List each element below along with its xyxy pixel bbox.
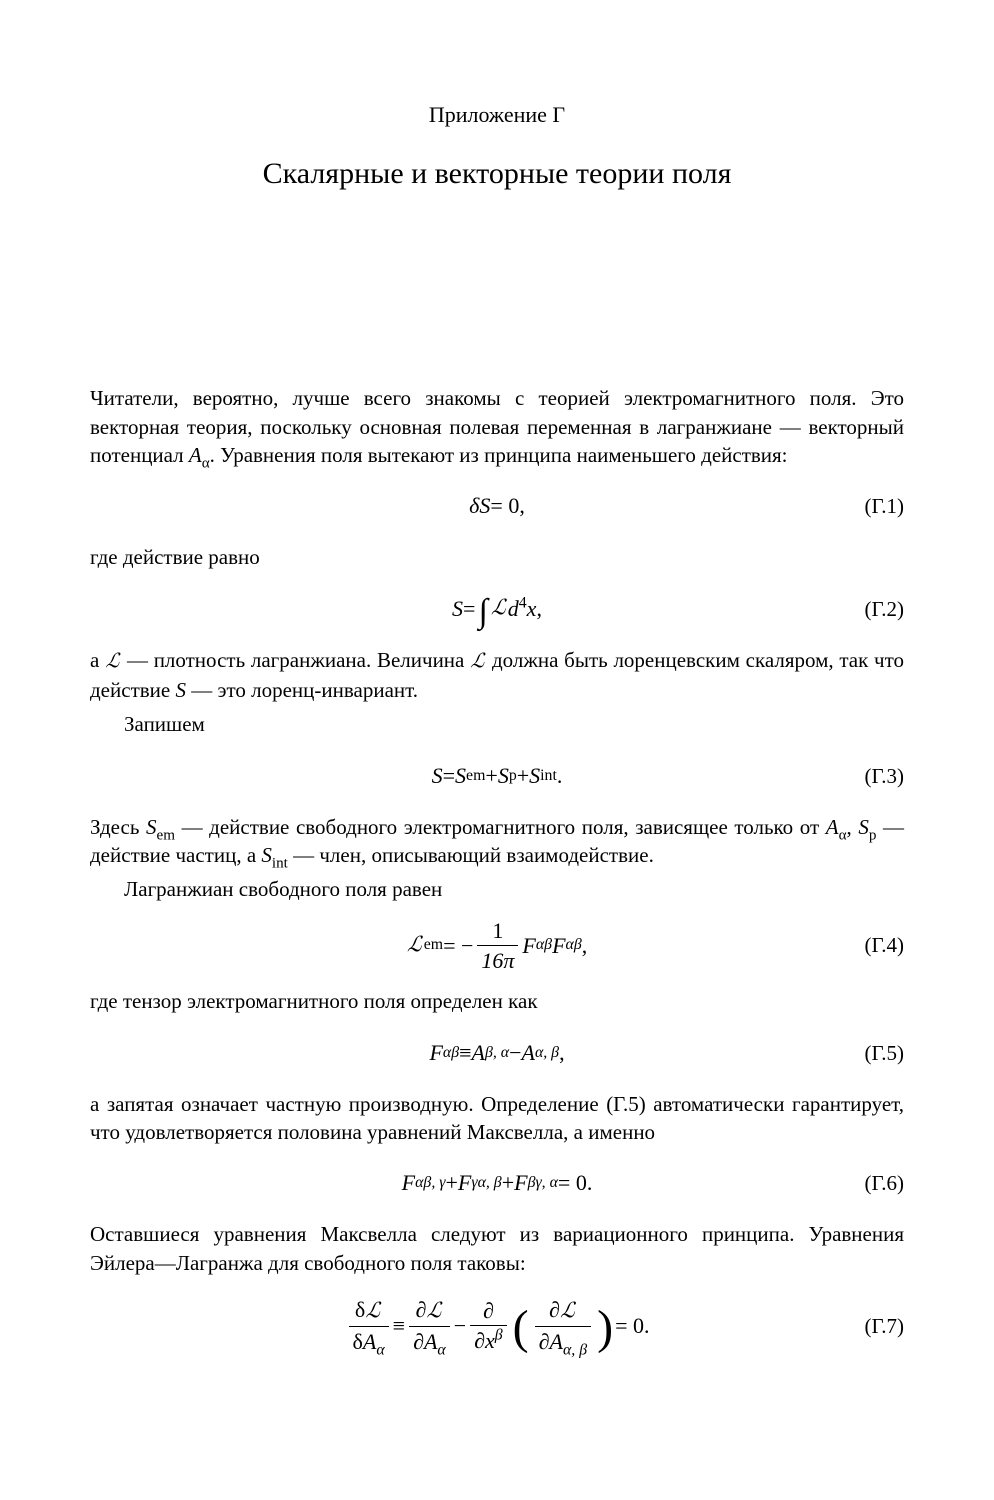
- paragraph-4b: Лагранжиан свободного поля равен: [90, 875, 904, 903]
- eq6-plus2: +: [502, 1168, 514, 1198]
- eq5-F: F: [429, 1038, 442, 1068]
- equation-g6: Fαβ, γ + Fγα, β + Fβγ, α = 0. (Г.6): [90, 1160, 904, 1206]
- equation-g5: Fαβ ≡ Aβ, α − Aα, β, (Г.5): [90, 1030, 904, 1076]
- paragraph-2: где действие равно: [90, 543, 904, 571]
- eq3-S: S: [432, 761, 443, 791]
- eq4-comma: ,: [582, 931, 588, 961]
- eq7-frac1: δℒ δAα: [349, 1297, 389, 1355]
- eq6-F3: F: [514, 1168, 527, 1198]
- eq3-num: (Г.3): [864, 761, 904, 789]
- equation-g2: S = ∫ℒ d4x, (Г.2): [90, 586, 904, 632]
- integral-icon: ∫: [478, 589, 487, 635]
- page: Приложение Г Скалярные и векторные теори…: [0, 0, 994, 1500]
- paragraph-6: а запятая означает частную производную. …: [90, 1090, 904, 1147]
- eq7-equiv: ≡: [393, 1311, 405, 1341]
- eq4-F1: F: [522, 931, 535, 961]
- eq3-Sp: S: [498, 761, 509, 791]
- equation-g7: δℒ δAα ≡ ∂ℒ ∂Aα − ∂ ∂xβ ( ∂ℒ ∂Aα, β: [90, 1291, 904, 1361]
- eq7-eq0: = 0.: [615, 1311, 649, 1341]
- eq2-L: ℒ: [491, 594, 508, 624]
- eq5-A1: A: [472, 1038, 485, 1068]
- eq4-F2: F: [552, 931, 565, 961]
- eq2-eq: =: [463, 594, 475, 624]
- eq4-L: ℒ: [407, 931, 424, 961]
- equation-g1: δS = 0, (Г.1): [90, 483, 904, 529]
- paragraph-3b: Запишем: [90, 710, 904, 738]
- eq6-num: (Г.6): [864, 1169, 904, 1197]
- eq5-equiv: ≡: [459, 1038, 471, 1068]
- eq3-dot: .: [557, 761, 563, 791]
- appendix-title: Скалярные и векторные теории поля: [90, 154, 904, 195]
- eq6-plus1: +: [445, 1168, 457, 1198]
- eq1-deltaS: δS: [469, 491, 490, 521]
- eq3-plus1: +: [485, 761, 497, 791]
- eq3-Sem: S: [455, 761, 466, 791]
- paragraph-7: Оставшиеся уравнения Максвелла следуют и…: [90, 1220, 904, 1277]
- eq3-plus2: +: [517, 761, 529, 791]
- eq4-num: (Г.4): [864, 931, 904, 959]
- paragraph-3: а ℒ — плотность лагранжиана. Величина ℒ …: [90, 646, 904, 705]
- eq4-eq: = −: [443, 931, 473, 961]
- eq4-frac-den: 16π: [477, 948, 518, 973]
- eq6-F2: F: [458, 1168, 471, 1198]
- eq2-S: S: [452, 594, 463, 624]
- eq2-num: (Г.2): [864, 594, 904, 622]
- paragraph-5: где тензор электромагнитного поля опреде…: [90, 987, 904, 1015]
- eq7-num: (Г.7): [864, 1312, 904, 1340]
- eq3-eq: =: [443, 761, 455, 791]
- eq7-frac4: ∂ℒ ∂Aα, β: [535, 1297, 591, 1355]
- eq7-minus: −: [454, 1311, 466, 1341]
- eq3-Sint: S: [529, 761, 540, 791]
- eq5-A2: A: [522, 1038, 535, 1068]
- eq2-x: x: [527, 594, 537, 624]
- paragraph-1: Читатели, вероятно, лучше всего знакомы …: [90, 384, 904, 469]
- eq5-num: (Г.5): [864, 1038, 904, 1066]
- eq5-minus: −: [509, 1038, 521, 1068]
- eq1-num: (Г.1): [864, 492, 904, 520]
- appendix-label: Приложение Г: [90, 100, 904, 130]
- eq4-frac: 1 16π: [477, 918, 518, 974]
- eq6-eq: = 0.: [558, 1168, 592, 1198]
- eq7-frac2: ∂ℒ ∂Aα: [409, 1297, 450, 1355]
- eq2-d: d: [508, 594, 519, 624]
- eq2-comma: ,: [536, 594, 542, 624]
- equation-g4: ℒem = − 1 16π Fαβ Fαβ, (Г.4): [90, 918, 904, 974]
- eq6-F1: F: [402, 1168, 415, 1198]
- eq1-eq: = 0,: [490, 491, 524, 521]
- equation-g3: S = Sem + Sp + Sint. (Г.3): [90, 753, 904, 799]
- eq4-frac-num: 1: [488, 918, 507, 943]
- eq5-comma: ,: [559, 1038, 565, 1068]
- eq7-frac3: ∂ ∂xβ: [470, 1298, 507, 1354]
- paragraph-4: Здесь Sem — действие свободного электром…: [90, 813, 904, 870]
